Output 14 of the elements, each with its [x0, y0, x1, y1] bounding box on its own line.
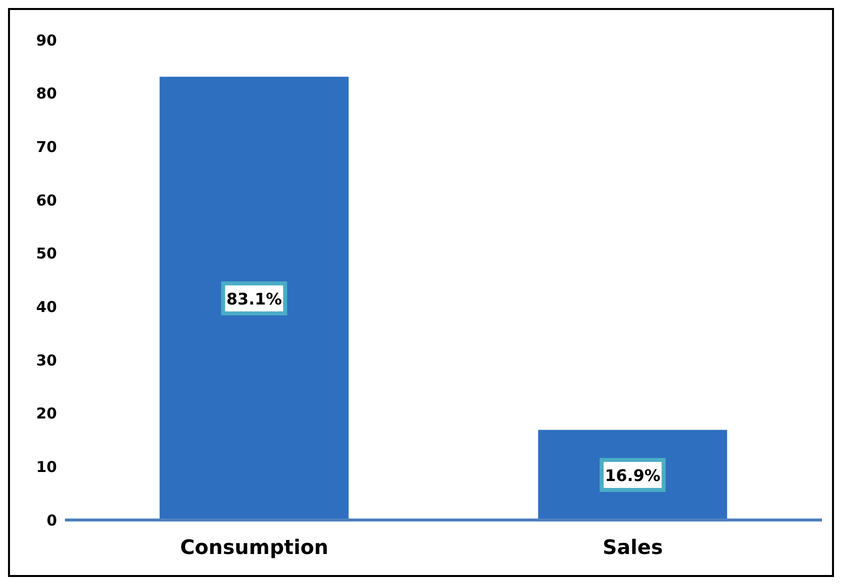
y-tick-label: 40	[36, 298, 57, 316]
y-tick-label: 70	[36, 138, 57, 156]
x-tick-label: Sales	[602, 535, 663, 559]
y-tick-label: 80	[36, 84, 57, 103]
data-label: 83.1%	[226, 289, 282, 308]
y-tick-label: 10	[36, 458, 57, 476]
x-tick-label: Consumption	[180, 535, 328, 559]
y-tick-label: 0	[46, 511, 57, 530]
y-tick-label: 20	[36, 404, 57, 423]
y-tick-label: 90	[36, 31, 57, 50]
y-tick-label: 50	[36, 244, 57, 263]
y-tick-label: 60	[36, 191, 57, 210]
y-tick-label: 30	[36, 351, 57, 370]
data-label: 16.9%	[604, 466, 660, 485]
